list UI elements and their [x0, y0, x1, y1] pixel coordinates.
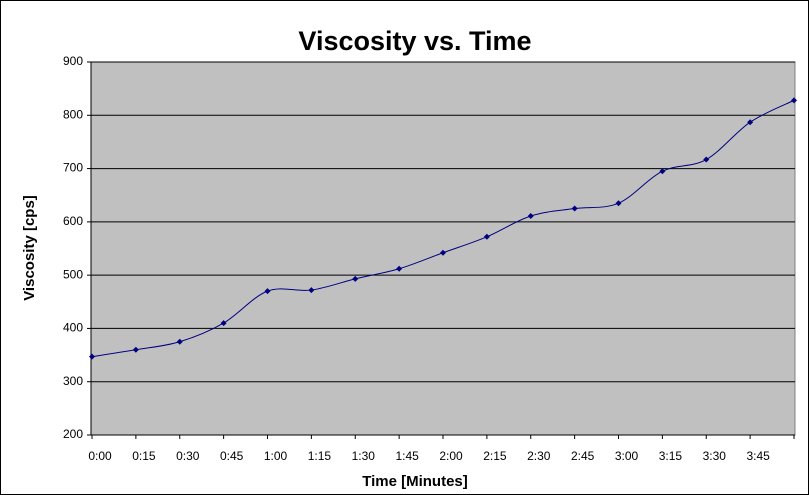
y-tick-label: 600	[63, 214, 83, 228]
x-tick-label: 0:30	[176, 449, 200, 463]
x-tick-label: 2:00	[439, 449, 463, 463]
x-tick-label: 3:15	[659, 449, 683, 463]
point-marker	[176, 338, 183, 345]
y-tick-label: 900	[63, 54, 83, 68]
y-tick-label: 700	[63, 161, 83, 175]
x-tick-label: 2:45	[571, 449, 595, 463]
x-tick-label: 3:45	[746, 449, 770, 463]
x-tick-label: 1:30	[352, 449, 376, 463]
y-tick-label: 300	[63, 374, 83, 388]
chart-title: Viscosity vs. Time	[298, 26, 531, 56]
x-tick-label: 1:45	[395, 449, 419, 463]
x-tick-label: 1:00	[264, 449, 288, 463]
x-tick-label: 2:30	[527, 449, 551, 463]
x-tick-label: 2:15	[483, 449, 507, 463]
x-tick-label: 0:15	[132, 449, 156, 463]
point-marker	[264, 288, 271, 295]
point-marker	[659, 168, 666, 175]
x-tick-label: 3:30	[703, 449, 727, 463]
point-marker	[352, 275, 359, 282]
point-marker	[747, 119, 754, 126]
point-marker	[571, 205, 578, 212]
x-tick-label: 3:00	[615, 449, 639, 463]
point-marker	[132, 346, 139, 353]
y-axis-label: Viscosity [cps]	[21, 195, 38, 301]
point-marker	[396, 265, 403, 272]
x-tick-label: 0:45	[220, 449, 244, 463]
point-marker	[527, 212, 534, 219]
point-marker	[615, 200, 622, 207]
point-marker	[440, 249, 446, 256]
y-tick-label: 400	[63, 321, 83, 335]
point-marker	[89, 353, 95, 360]
y-tick-label: 200	[63, 427, 83, 441]
x-tick-label: 1:15	[308, 449, 332, 463]
x-tick-label: 0:00	[88, 449, 112, 463]
point-marker	[308, 287, 315, 294]
y-tick-label: 800	[63, 107, 83, 121]
point-marker	[791, 97, 797, 104]
y-tick-label: 500	[63, 267, 83, 281]
point-marker	[483, 233, 490, 240]
point-marker	[220, 320, 227, 327]
x-axis-label: Time [Minutes]	[362, 473, 468, 490]
plot-area	[90, 61, 796, 436]
point-marker	[703, 156, 710, 163]
